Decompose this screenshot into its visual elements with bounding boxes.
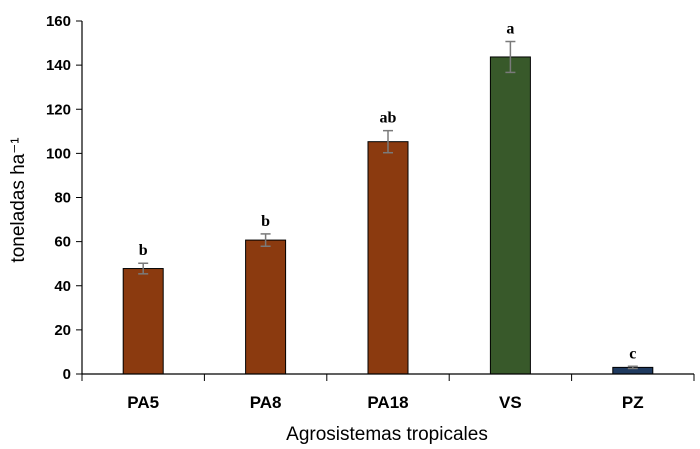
bar-PA18 [367,141,409,375]
significance-label: b [139,242,148,259]
plot-area: 0 20 40 60 80 100 120 140 160 b PA5 b PA8 ab PA18 a VS c P… [46,13,695,412]
significance-label: c [629,345,636,362]
x-tick-label: PA5 [127,393,159,412]
y-tick-label: 40 [54,278,71,295]
x-axis-title: Agrosistemas tropicales [286,424,488,445]
y-tick-label: 80 [54,190,71,207]
y-tick-label: 120 [46,101,71,118]
significance-label: ab [380,110,397,127]
y-axis-title: toneladas ha⁻¹ [8,137,29,262]
y-tick-label: 20 [54,322,71,339]
significance-label: a [506,21,514,38]
y-tick-label: 60 [54,234,71,251]
y-tick-label: 140 [46,57,71,74]
x-tick-label: PZ [622,393,644,412]
y-tick-label: 100 [46,145,71,162]
bar-VS [489,56,531,375]
bar-PA8 [245,239,287,375]
significance-label: b [261,213,270,230]
y-tick-label: 0 [63,366,71,383]
x-tick-label: PA18 [367,393,408,412]
y-tick-label: 160 [46,13,71,30]
bar-PA5 [122,268,164,375]
x-tick-label: PA8 [250,393,282,412]
x-tick-label: VS [499,393,522,412]
